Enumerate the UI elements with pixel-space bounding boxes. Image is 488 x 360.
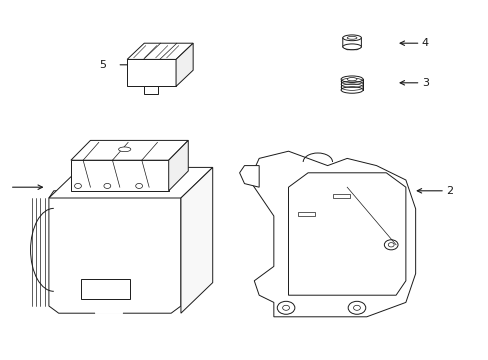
Ellipse shape <box>340 87 362 93</box>
Polygon shape <box>288 173 405 295</box>
Circle shape <box>136 183 142 189</box>
Circle shape <box>353 305 360 310</box>
Bar <box>298 212 315 216</box>
Ellipse shape <box>342 35 361 41</box>
Text: 5: 5 <box>99 60 106 70</box>
Circle shape <box>277 301 294 314</box>
Circle shape <box>387 243 393 247</box>
Ellipse shape <box>342 44 361 50</box>
Polygon shape <box>95 304 121 313</box>
Bar <box>81 279 129 299</box>
Polygon shape <box>176 43 193 86</box>
Polygon shape <box>181 167 212 313</box>
Circle shape <box>103 183 110 189</box>
Polygon shape <box>71 140 188 160</box>
Polygon shape <box>127 59 176 86</box>
Circle shape <box>347 301 365 314</box>
Ellipse shape <box>340 76 362 82</box>
Circle shape <box>282 305 289 310</box>
Ellipse shape <box>346 77 356 81</box>
Circle shape <box>384 240 397 250</box>
Circle shape <box>74 183 81 189</box>
Polygon shape <box>239 166 259 187</box>
Polygon shape <box>342 38 361 50</box>
Polygon shape <box>49 167 212 198</box>
Ellipse shape <box>346 36 356 39</box>
Text: 4: 4 <box>421 38 428 48</box>
Bar <box>144 86 158 94</box>
Text: 2: 2 <box>446 186 452 196</box>
Polygon shape <box>71 160 168 191</box>
Polygon shape <box>49 191 181 313</box>
Ellipse shape <box>119 147 131 152</box>
Polygon shape <box>168 140 188 191</box>
Polygon shape <box>127 43 193 59</box>
Bar <box>332 194 349 198</box>
Text: 3: 3 <box>421 78 428 88</box>
Polygon shape <box>249 151 415 317</box>
